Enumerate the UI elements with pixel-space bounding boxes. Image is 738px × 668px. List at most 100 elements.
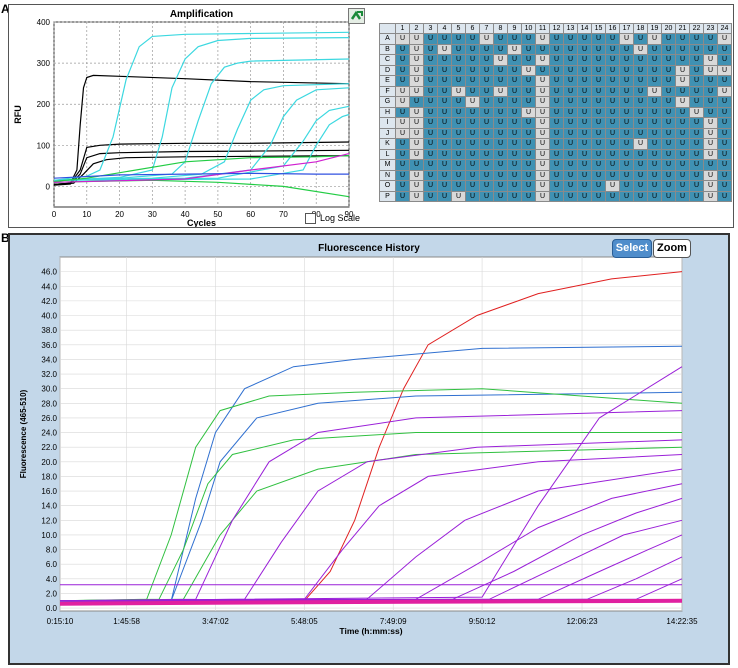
series-line	[53, 83, 350, 181]
series-line	[59, 366, 683, 602]
x-tick-label: 20	[115, 210, 124, 219]
series-line	[53, 74, 350, 185]
y-tick-label: 10.0	[41, 531, 57, 540]
y-tick-label: 400	[37, 18, 51, 27]
plate-well[interactable]: U	[577, 190, 592, 202]
x-tick-label: 90	[345, 210, 354, 219]
plate-well[interactable]: U	[633, 190, 648, 202]
plate-well[interactable]: U	[423, 190, 438, 202]
plate-well[interactable]: U	[675, 190, 690, 202]
series-line	[59, 388, 683, 602]
plate-well[interactable]: U	[563, 190, 578, 202]
x-tick-label: 0	[52, 210, 57, 219]
checkbox-icon[interactable]	[305, 213, 316, 225]
plate-well[interactable]: U	[591, 190, 606, 202]
y-tick-label: 300	[37, 59, 51, 68]
y-tick-label: 38.0	[41, 326, 57, 335]
y-tick-label: 44.0	[41, 282, 57, 291]
y-tick-label: 0.0	[46, 604, 58, 613]
y-tick-label: 6.0	[46, 560, 58, 569]
y-tick-label: 40.0	[41, 312, 57, 321]
plate-well[interactable]: U	[479, 190, 494, 202]
x-axis-label: Cycles	[187, 218, 216, 227]
plate-well[interactable]: U	[619, 190, 634, 202]
fluorescence-history-chart: Fluorescence History 0.0 2.0 4.0 6.0 8.0 10.0 1…	[19, 243, 698, 636]
x-tick-label: 80	[312, 210, 321, 219]
chart-title: Amplification	[170, 9, 233, 20]
zoom-button[interactable]: Zoom	[653, 239, 691, 258]
y-tick-label: 32.0	[41, 370, 57, 379]
series-line	[53, 155, 350, 183]
y-tick-label: 46.0	[41, 268, 57, 277]
y-tick-label: 42.0	[41, 297, 57, 306]
plate-well[interactable]: U	[549, 190, 564, 202]
x-tick-label: 40	[181, 210, 190, 219]
plate-well[interactable]: U	[395, 190, 410, 202]
series-line	[59, 432, 682, 602]
panel-label-a: A	[1, 2, 10, 16]
plate-grid: 1 2 3 4 5 6 7 8 9 10 11 12 13 14 15 16 17 18 19 20 21 22 23 24 A…	[379, 23, 734, 202]
series-line	[59, 391, 683, 603]
select-button[interactable]: Select	[612, 239, 652, 258]
y-tick-label: 0	[46, 182, 51, 191]
y-tick-label: 34.0	[41, 355, 57, 364]
log-scale-checkbox[interactable]: Log Scale	[305, 213, 361, 225]
x-axis-label: Time (h:mm:ss)	[339, 626, 402, 636]
y-tick-label: 30.0	[41, 385, 57, 394]
y-tick-label: 8.0	[46, 546, 58, 555]
y-axis-label: Fluorescence (465-510)	[19, 389, 28, 478]
panel-a: Amplification 0 10 20 30 40 50 60 70 80 90 0 100 200 3…	[8, 4, 734, 228]
plate-well[interactable]: U	[493, 190, 508, 202]
y-tick-label: 2.0	[46, 589, 58, 598]
plate-well[interactable]: U	[437, 190, 452, 202]
series-line	[53, 153, 350, 183]
log-scale-label: Log Scale	[320, 213, 361, 223]
x-tick-label: 5:48:05	[291, 617, 318, 626]
plate-well[interactable]: U	[605, 190, 620, 202]
x-tick-label: 50	[213, 210, 222, 219]
y-tick-label: 28.0	[41, 399, 57, 408]
y-tick-label: 36.0	[41, 341, 57, 350]
x-tick-label: 1:45:58	[113, 617, 140, 626]
plate-well[interactable]: U	[535, 190, 550, 202]
x-tick-label: 0:15:10	[47, 617, 74, 626]
x-tick-label: 10	[82, 210, 91, 219]
plate-well[interactable]: U	[409, 190, 424, 202]
plate-well[interactable]: U	[507, 190, 522, 202]
x-tick-label: 7:49:09	[380, 617, 407, 626]
series-line	[53, 105, 350, 181]
series-line	[59, 271, 683, 605]
plate-well[interactable]: U	[465, 190, 480, 202]
y-tick-label: 26.0	[41, 414, 57, 423]
y-tick-label: 12.0	[41, 516, 57, 525]
y-tick-label: 16.0	[41, 487, 57, 496]
x-tick-label: 3:47:02	[202, 617, 229, 626]
x-tick-label: 70	[279, 210, 288, 219]
y-tick-label: 100	[37, 141, 51, 150]
plate-well[interactable]: U	[689, 190, 704, 202]
plate-row-header[interactable]: P	[379, 190, 396, 202]
chart-options-icon[interactable]	[348, 8, 365, 24]
panel-label-b: B	[1, 231, 10, 245]
amplification-chart: Amplification 0 10 20 30 40 50 60 70 80 90 0 100 200 3…	[13, 9, 354, 228]
series-line	[59, 345, 683, 603]
y-tick-label: 200	[37, 100, 51, 109]
plate-well[interactable]: U	[647, 190, 662, 202]
series-line	[53, 37, 350, 181]
plate-well[interactable]: U	[451, 190, 466, 202]
y-axis-label: RFU	[13, 105, 23, 124]
panel-b: Fluorescence History 0.0 2.0 4.0 6.0 8.0 10.0 1…	[8, 233, 730, 665]
plate-well[interactable]: U	[661, 190, 676, 202]
plate-well[interactable]: U	[703, 190, 718, 202]
y-tick-label: 24.0	[41, 429, 57, 438]
series-line	[53, 172, 349, 179]
y-tick-label: 22.0	[41, 443, 57, 452]
y-tick-label: 4.0	[46, 575, 58, 584]
x-tick-label: 14:22:35	[666, 617, 698, 626]
y-tick-label: 18.0	[41, 472, 57, 481]
series-line	[53, 113, 350, 181]
plot-area	[59, 256, 683, 612]
plate-well[interactable]: U	[521, 190, 536, 202]
plate-well[interactable]: U	[717, 190, 732, 202]
x-tick-label: 60	[246, 210, 255, 219]
